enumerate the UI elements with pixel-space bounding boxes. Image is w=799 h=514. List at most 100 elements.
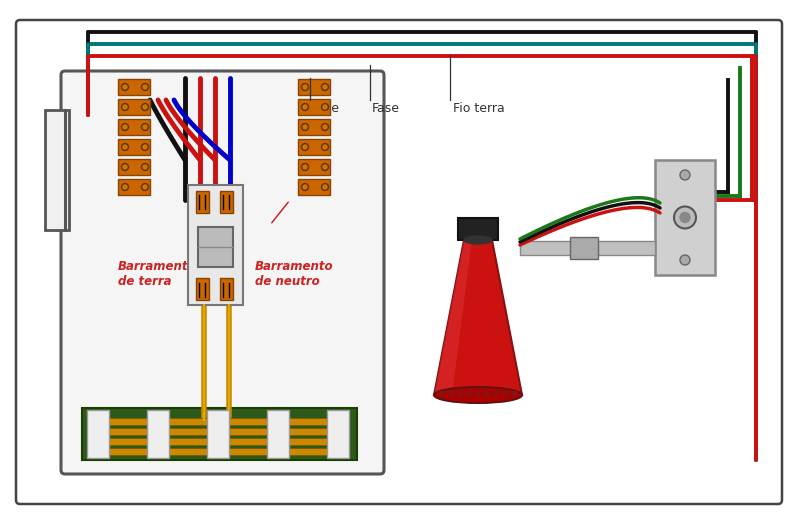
Circle shape <box>321 163 328 171</box>
Bar <box>458 218 498 240</box>
Circle shape <box>321 143 328 151</box>
Bar <box>97 438 342 445</box>
Circle shape <box>141 103 149 111</box>
Bar <box>196 191 209 213</box>
Circle shape <box>121 83 129 90</box>
Circle shape <box>123 185 127 189</box>
Bar <box>87 410 109 458</box>
Bar <box>298 179 330 195</box>
Bar <box>118 179 150 195</box>
Circle shape <box>141 183 149 191</box>
Circle shape <box>121 183 129 191</box>
Bar <box>298 159 330 175</box>
Circle shape <box>121 123 129 131</box>
Circle shape <box>321 103 328 111</box>
Circle shape <box>143 185 147 189</box>
Polygon shape <box>492 391 500 399</box>
Polygon shape <box>434 240 522 395</box>
Bar <box>207 410 229 458</box>
Circle shape <box>141 123 149 131</box>
Circle shape <box>123 145 127 149</box>
Circle shape <box>323 185 327 189</box>
Text: Fase: Fase <box>372 102 400 115</box>
Circle shape <box>303 185 307 189</box>
Bar <box>267 410 289 458</box>
Text: Fase: Fase <box>312 102 340 115</box>
Bar <box>97 448 342 455</box>
Circle shape <box>323 165 327 169</box>
Circle shape <box>143 85 147 89</box>
Circle shape <box>323 125 327 129</box>
Polygon shape <box>510 391 518 399</box>
Ellipse shape <box>434 387 522 403</box>
Ellipse shape <box>464 236 492 244</box>
Circle shape <box>680 170 690 180</box>
Circle shape <box>141 143 149 151</box>
Polygon shape <box>434 240 472 395</box>
Circle shape <box>121 143 129 151</box>
Polygon shape <box>501 391 509 399</box>
Circle shape <box>680 255 690 265</box>
Circle shape <box>301 183 308 191</box>
Bar <box>97 418 342 425</box>
Bar <box>147 410 169 458</box>
Bar <box>298 99 330 115</box>
Circle shape <box>303 125 307 129</box>
Circle shape <box>303 85 307 89</box>
Circle shape <box>301 123 308 131</box>
Circle shape <box>321 83 328 90</box>
Bar <box>82 408 357 460</box>
Polygon shape <box>483 391 491 399</box>
Bar <box>118 119 150 135</box>
Circle shape <box>301 163 308 171</box>
Bar <box>188 185 243 305</box>
Circle shape <box>123 85 127 89</box>
Circle shape <box>123 125 127 129</box>
Circle shape <box>303 105 307 109</box>
Bar <box>327 410 349 458</box>
Bar <box>118 99 150 115</box>
Circle shape <box>303 165 307 169</box>
Circle shape <box>143 145 147 149</box>
Circle shape <box>323 105 327 109</box>
Bar <box>298 119 330 135</box>
Text: Barramento
de terra: Barramento de terra <box>118 260 197 288</box>
Bar <box>220 278 233 300</box>
Bar <box>196 278 209 300</box>
Bar <box>570 237 598 259</box>
Circle shape <box>143 105 147 109</box>
Bar <box>198 227 233 267</box>
Circle shape <box>121 163 129 171</box>
Polygon shape <box>474 391 482 399</box>
Circle shape <box>123 165 127 169</box>
Bar <box>520 241 655 255</box>
Circle shape <box>143 165 147 169</box>
Text: Barramento
de neutro: Barramento de neutro <box>255 260 334 288</box>
Bar <box>118 79 150 95</box>
Bar <box>220 191 233 213</box>
Circle shape <box>121 103 129 111</box>
Bar <box>298 79 330 95</box>
Circle shape <box>143 125 147 129</box>
Text: Fio terra: Fio terra <box>453 102 505 115</box>
Bar <box>118 139 150 155</box>
Circle shape <box>141 83 149 90</box>
Bar <box>97 428 342 435</box>
Polygon shape <box>456 391 464 399</box>
Circle shape <box>321 123 328 131</box>
Bar <box>655 160 715 275</box>
Circle shape <box>321 183 328 191</box>
Circle shape <box>141 163 149 171</box>
Bar <box>45 110 69 230</box>
Circle shape <box>301 103 308 111</box>
Circle shape <box>323 145 327 149</box>
FancyBboxPatch shape <box>61 71 384 474</box>
Circle shape <box>301 143 308 151</box>
Polygon shape <box>438 391 446 399</box>
Bar <box>118 159 150 175</box>
Circle shape <box>323 85 327 89</box>
Circle shape <box>301 83 308 90</box>
Bar <box>298 139 330 155</box>
Circle shape <box>680 212 690 223</box>
Circle shape <box>303 145 307 149</box>
